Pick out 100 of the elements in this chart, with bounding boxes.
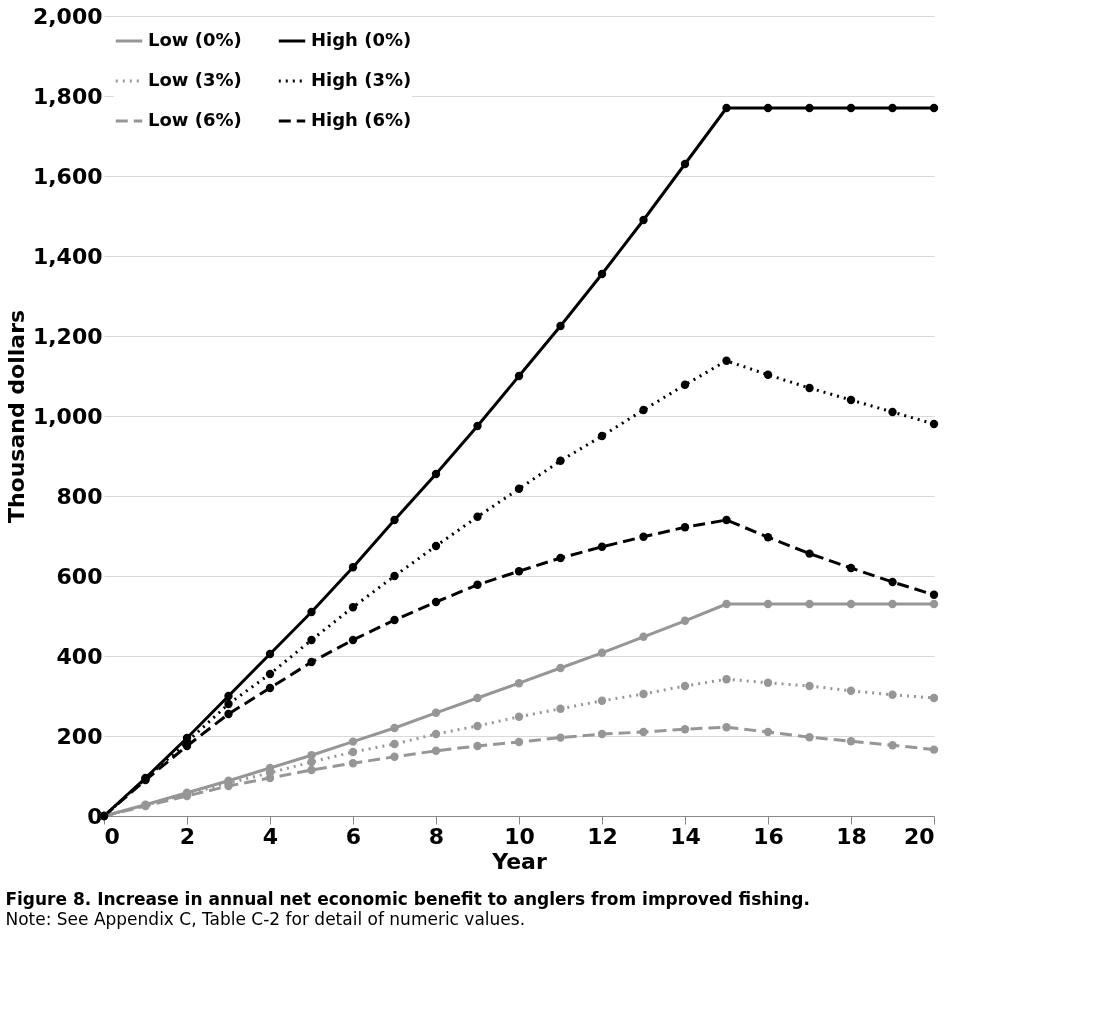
point [763,370,773,379]
point [348,737,358,746]
y-tick-label: 1,800 [32,83,103,109]
point [639,215,648,225]
point [722,103,731,113]
point [722,356,731,365]
point [390,752,399,761]
y-tick-label: 400 [56,643,103,669]
y-tick-label: 800 [56,483,103,509]
point [597,648,607,657]
point [805,549,814,558]
point [805,681,814,691]
point [929,590,939,599]
point [597,431,607,441]
x-tick-label: 8 [428,823,445,849]
point [763,678,773,687]
y-tick-label: 1,000 [32,403,103,429]
point [473,693,482,703]
point [390,515,399,525]
point [265,683,275,693]
point [888,741,897,750]
point [348,563,358,572]
x-tick-label: 18 [836,823,867,849]
point [265,649,275,659]
legend-label: High (0%) [311,29,412,50]
point [514,737,524,747]
point [763,533,773,542]
point [307,635,316,645]
legend-label: Low (3%) [148,69,242,90]
point [514,371,524,381]
point [597,542,607,551]
point [224,699,233,709]
point [390,723,399,733]
point [680,616,690,625]
point [556,733,565,742]
point [846,599,856,609]
point [929,693,939,703]
point [431,469,441,479]
point [888,103,897,113]
point [473,721,482,731]
point [390,571,399,581]
caption: Figure 8. Increase in annual net economic benefit to anglers from improved fishing. [5,889,810,909]
point [805,103,814,113]
point [805,383,814,393]
point [888,407,897,417]
point [514,567,524,576]
y-tick-label: 1,200 [32,323,103,349]
point [722,723,731,732]
point [348,635,358,645]
point [680,523,690,532]
point [722,515,731,525]
text: Note: See Appendix C, Table C-2 for detail of numeric values. [5,909,526,929]
point [680,159,690,169]
legend-label: Low (0%) [148,29,242,50]
point [888,599,897,609]
point [556,321,565,331]
x-tick-label: 4 [262,823,279,849]
point [348,603,358,612]
point [224,709,233,719]
point [348,747,358,757]
point [929,103,939,113]
point [722,675,731,684]
y-tick-label: 600 [56,563,103,589]
point [431,729,441,739]
point [680,681,690,691]
point [639,632,648,641]
x-tick-label: 0 [104,823,120,849]
point [639,532,648,541]
y-tick-label: 1,400 [32,243,103,269]
point [265,669,275,679]
point [597,729,607,739]
x-tick-label: 16 [753,823,784,849]
point [763,103,773,113]
point [639,727,648,737]
y-tick-label: 1,600 [32,163,103,189]
y-tick-label: 0 [87,803,103,829]
point [473,580,482,589]
point [722,599,731,609]
point [307,657,316,667]
legend-label: Low (6%) [148,109,242,130]
x-tick-label: 20 [903,823,935,849]
point [556,456,565,465]
point [431,708,441,717]
x-tick-label: 12 [587,823,618,849]
point [556,663,565,673]
legend-label: High (3%) [311,69,412,90]
x-tick-label: 2 [179,823,196,849]
x-tick-label: 10 [504,823,535,849]
point [763,727,773,737]
point [473,421,482,431]
point [929,745,939,754]
point [348,759,358,768]
point [846,686,856,695]
point [846,103,856,113]
point [680,725,690,734]
point [763,599,773,609]
y-tick-label: 2,000 [32,3,103,29]
point [431,597,441,607]
point [639,405,648,415]
point [556,553,565,563]
